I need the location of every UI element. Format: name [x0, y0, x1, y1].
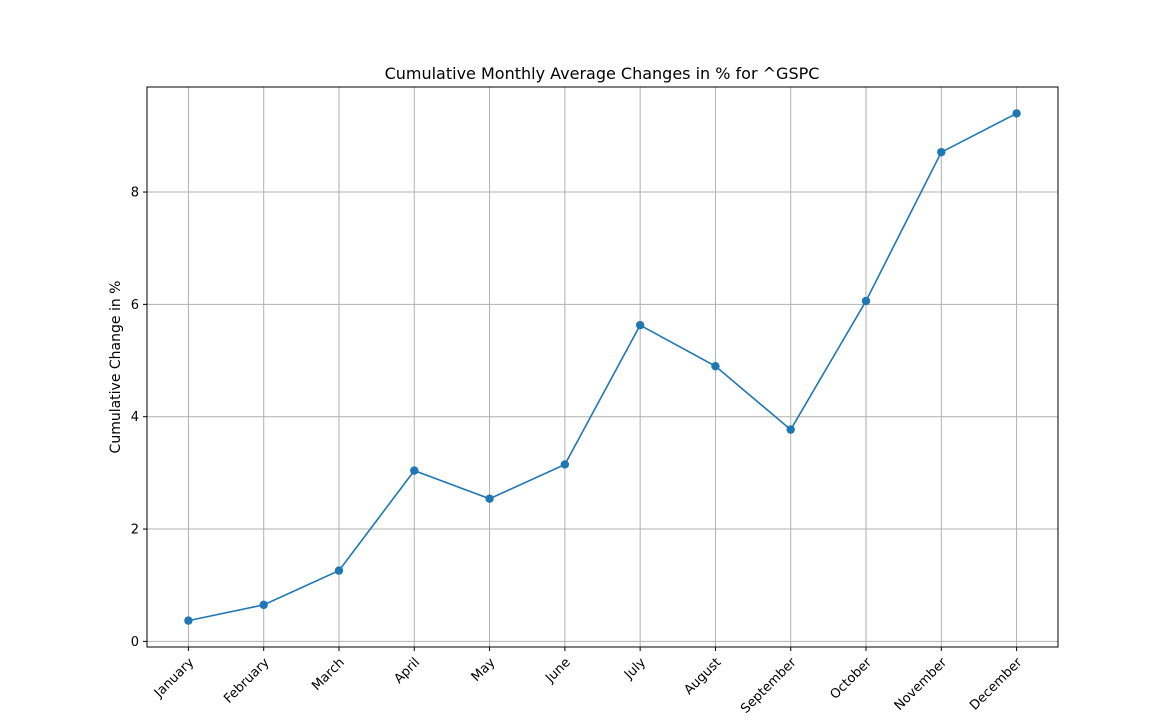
- y-tick-label: 0: [131, 635, 139, 650]
- data-point: [861, 296, 871, 306]
- x-tick-label: February: [221, 655, 273, 707]
- y-tick-label: 8: [131, 186, 139, 201]
- x-tick-label: March: [309, 655, 348, 694]
- data-point: [334, 566, 344, 575]
- data-point: [184, 616, 193, 625]
- data-point: [1012, 109, 1021, 118]
- data-point: [786, 425, 795, 434]
- y-tick-label: 4: [131, 410, 139, 425]
- data-point: [635, 320, 645, 330]
- data-point: [259, 600, 268, 610]
- x-tick-label: June: [542, 655, 573, 686]
- x-tick-label: August: [681, 655, 724, 698]
- data-point: [711, 361, 720, 371]
- x-tick-label: January: [151, 655, 197, 701]
- data-point: [410, 466, 419, 475]
- data-series: [184, 109, 1021, 625]
- data-point: [937, 147, 946, 157]
- plot-area-frame: [146, 86, 1059, 648]
- data-point: [485, 494, 494, 503]
- data-point: [560, 460, 570, 469]
- chart-title: Cumulative Monthly Average Changes in % …: [385, 64, 820, 83]
- x-tick-label: July: [621, 655, 649, 683]
- series-line: [188, 112, 1017, 622]
- y-axis-label: Cumulative Change in %: [108, 281, 124, 454]
- x-tick-label: November: [892, 655, 951, 714]
- x-axis: January February March April May June July Augu…: [151, 647, 1026, 717]
- y-axis: 0 2 4 6 8: [131, 186, 147, 650]
- grid: [147, 87, 1058, 647]
- x-tick-label: April: [391, 655, 423, 687]
- x-tick-label: September: [738, 655, 800, 717]
- y-tick-label: 2: [131, 523, 139, 538]
- x-tick-label: December: [967, 655, 1026, 714]
- y-tick-label: 6: [131, 298, 139, 313]
- x-tick-label: October: [827, 655, 875, 703]
- x-tick-label: May: [469, 655, 499, 685]
